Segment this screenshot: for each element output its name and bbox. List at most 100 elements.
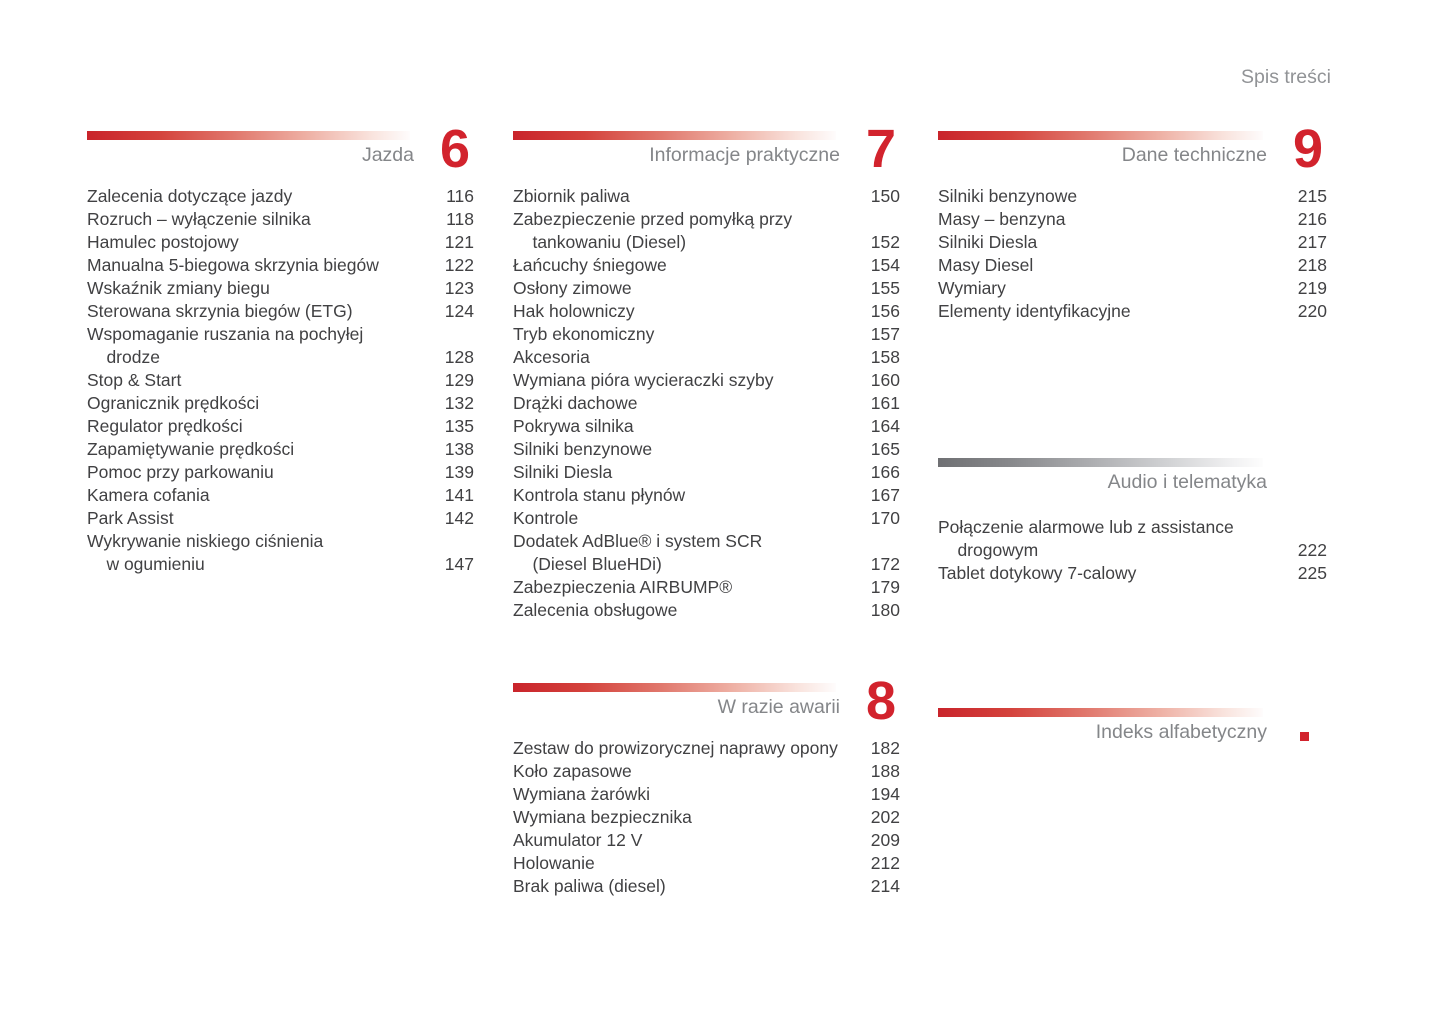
toc-entry: Sterowana skrzynia biegów (ETG) 124 [87, 300, 474, 323]
entry-label: Kontrole [513, 508, 579, 528]
toc-entry: Holowanie 212 [513, 852, 900, 875]
entry-page: 220 [1297, 301, 1327, 321]
entry-label: Zabezpieczenie przed pomyłką przy tankow… [513, 209, 793, 252]
section-header: Indeks alfabetyczny [938, 708, 1327, 752]
toc-entry: Silniki benzynowe 165 [513, 438, 900, 461]
entry-page: 170 [870, 508, 900, 528]
section-jazda: Jazda 6 Zalecenia dotyczące jazdy 116 Roz… [87, 119, 474, 576]
section-title: Dane techniczne [1121, 144, 1267, 166]
entry-label: Tryb ekonomiczny [513, 324, 655, 344]
toc-entry: Kontrole 170 [513, 507, 900, 530]
toc-entry: Stop & Start 129 [87, 369, 474, 392]
section-gradient-bar [938, 708, 1263, 717]
toc-entry: Akumulator 12 V 209 [513, 829, 900, 852]
section-indeks-alfabetyczny: Indeks alfabetyczny [938, 708, 1327, 752]
toc-entry: Akcesoria 158 [513, 346, 900, 369]
section-header: Jazda 6 [87, 119, 474, 179]
entry-label: Pokrywa silnika [513, 416, 634, 436]
toc-entry: Zestaw do prowizorycznej naprawy opony 18… [513, 737, 900, 760]
entry-label: Wymiary [938, 278, 1006, 298]
section-number: 6 [439, 119, 470, 179]
entry-label: Kamera cofania [87, 485, 210, 505]
entry-page: 124 [444, 301, 474, 321]
toc-entry: Masy – benzyna 216 [938, 208, 1327, 231]
entry-page: 161 [870, 393, 900, 413]
entry-label: Hamulec postojowy [87, 232, 239, 252]
section-header: Audio i telematyka [938, 458, 1327, 502]
entry-label: Hak holowniczy [513, 301, 635, 321]
toc-entry: Kontrola stanu płynów 167 [513, 484, 900, 507]
entry-label: Sterowana skrzynia biegów (ETG) [87, 301, 353, 321]
entry-page: 135 [444, 416, 474, 436]
entry-page: 217 [1297, 232, 1327, 252]
toc-entry: Zbiornik paliwa 150 [513, 185, 900, 208]
entry-page: 132 [444, 393, 474, 413]
toc-entry: Wymiary 219 [938, 277, 1327, 300]
toc-entry: Dodatek AdBlue® i system SCR (Diesel Blu… [513, 530, 900, 576]
section-gradient-bar [87, 131, 410, 140]
entry-page: 157 [870, 324, 900, 344]
entry-page: 154 [870, 255, 900, 275]
column-3: Dane techniczne 9 Silniki benzynowe 215 M… [938, 0, 1327, 1019]
entry-page: 147 [444, 554, 474, 574]
toc-entries: Połączenie alarmowe lub z assistance dro… [938, 516, 1327, 585]
toc-entry: Rozruch – wyłączenie silnika 118 [87, 208, 474, 231]
toc-entry: Wskaźnik zmiany biegu 123 [87, 277, 474, 300]
entry-page: 123 [444, 278, 474, 298]
entry-page: 194 [870, 784, 900, 804]
toc-entry: Ogranicznik prędkości 132 [87, 392, 474, 415]
entry-page: 182 [870, 738, 900, 758]
column-2: Informacje praktyczne 7 Zbiornik paliwa 1… [513, 0, 900, 1019]
toc-entry: Park Assist 142 [87, 507, 474, 530]
entry-page: 179 [870, 577, 900, 597]
entry-page: 121 [444, 232, 474, 252]
entry-label: Zapamiętywanie prędkości [87, 439, 295, 459]
section-title: Indeks alfabetyczny [1095, 721, 1267, 743]
entry-label: Łańcuchy śniegowe [513, 255, 667, 275]
toc-entry: Zapamiętywanie prędkości 138 [87, 438, 474, 461]
entry-label: Akcesoria [513, 347, 590, 367]
entry-label: Ogranicznik prędkości [87, 393, 260, 413]
entry-page: 138 [444, 439, 474, 459]
entry-page: 212 [870, 853, 900, 873]
toc-entries: Zbiornik paliwa 150 Zabezpieczenie przed … [513, 185, 900, 622]
toc-entry: Silniki benzynowe 215 [938, 185, 1327, 208]
toc-entry: Wymiana żarówki 194 [513, 783, 900, 806]
entry-label: Silniki Diesla [938, 232, 1038, 252]
toc-entry: Hak holowniczy 156 [513, 300, 900, 323]
entry-label: Rozruch – wyłączenie silnika [87, 209, 311, 229]
entry-page: 156 [870, 301, 900, 321]
entry-label: Zalecenia obsługowe [513, 600, 678, 620]
entry-label: Dodatek AdBlue® i system SCR (Diesel Blu… [513, 531, 763, 574]
section-title: W razie awarii [717, 696, 840, 718]
toc-entries: Silniki benzynowe 215 Masy – benzyna 216 S… [938, 185, 1327, 323]
entry-label: Kontrola stanu płynów [513, 485, 686, 505]
entry-label: Zabezpieczenia AIRBUMP® [513, 577, 733, 597]
entry-label: Osłony zimowe [513, 278, 632, 298]
entry-page: 141 [444, 485, 474, 505]
entry-label: Wspomaganie ruszania na pochyłej drodze [87, 324, 364, 367]
toc-entry: Osłony zimowe 155 [513, 277, 900, 300]
toc-entry: Tryb ekonomiczny 157 [513, 323, 900, 346]
entry-page: 188 [870, 761, 900, 781]
entry-label: Zalecenia dotyczące jazdy [87, 186, 293, 206]
entry-page: 139 [444, 462, 474, 482]
section-informacje-praktyczne: Informacje praktyczne 7 Zbiornik paliwa 1… [513, 119, 900, 622]
entry-page: 128 [444, 347, 474, 367]
entry-label: Stop & Start [87, 370, 182, 390]
toc-entries: Zestaw do prowizorycznej naprawy opony 18… [513, 737, 900, 898]
entry-label: Wymiana bezpiecznika [513, 807, 692, 827]
entry-page: 180 [870, 600, 900, 620]
entry-page: 142 [444, 508, 474, 528]
entry-label: Manualna 5-biegowa skrzynia biegów [87, 255, 379, 275]
entry-label: Silniki benzynowe [938, 186, 1078, 206]
entry-page: 215 [1297, 186, 1327, 206]
entry-label: Holowanie [513, 853, 595, 873]
entry-page: 150 [870, 186, 900, 206]
section-number: 7 [865, 119, 896, 179]
section-w-razie-awarii: W razie awarii 8 Zestaw do prowizoryczne… [513, 674, 900, 898]
section-number: 9 [1292, 119, 1323, 179]
toc-entry: Masy Diesel 218 [938, 254, 1327, 277]
column-1: Jazda 6 Zalecenia dotyczące jazdy 116 Roz… [87, 0, 474, 1019]
entry-page: 116 [446, 186, 474, 206]
